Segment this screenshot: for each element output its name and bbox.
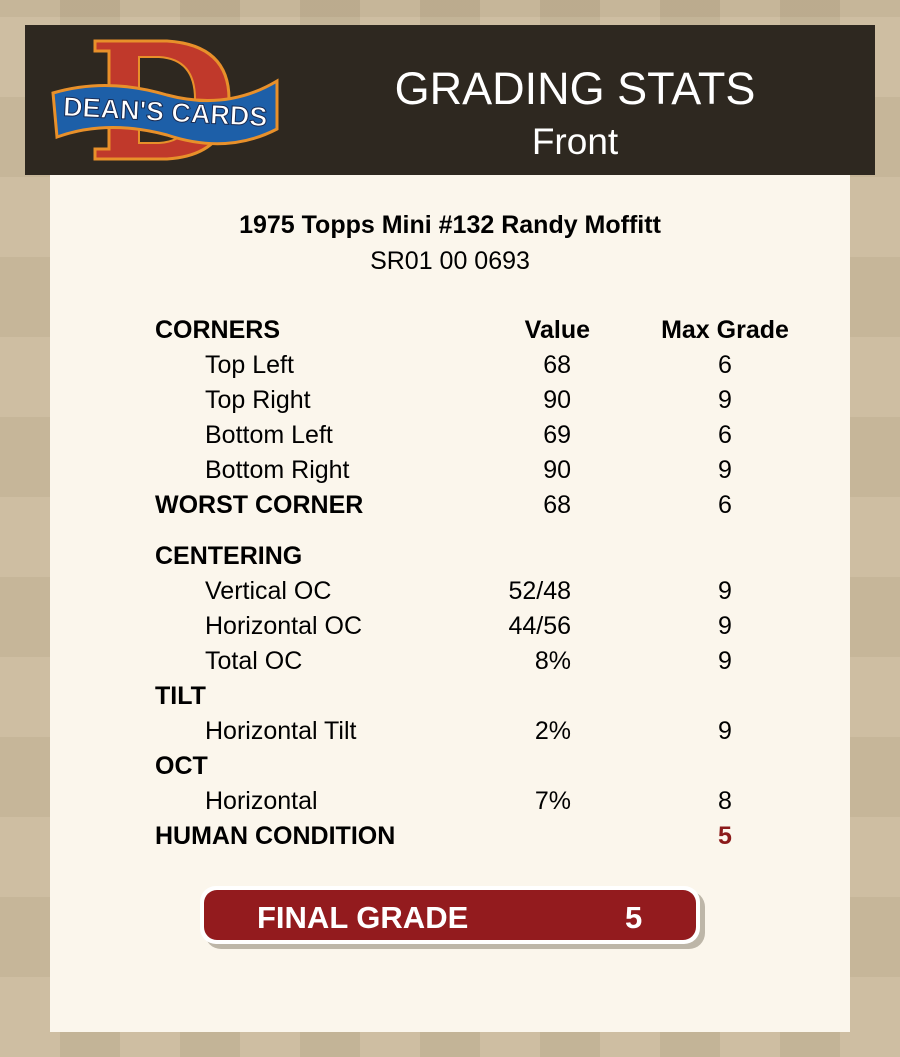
stats-panel: 1975 Topps Mini #132 Randy Moffitt SR01 … <box>50 175 850 1032</box>
stat-value: 68 <box>543 491 571 519</box>
stats-table: CORNERS Value Max Grade Top Left 68 6 Top Righ… <box>50 313 850 854</box>
stat-label: Top Left <box>205 351 294 379</box>
stat-max-grade: 9 <box>718 577 732 605</box>
stat-row: Horizontal OC 44/56 9 <box>50 609 850 644</box>
stat-label: Bottom Right <box>205 456 350 484</box>
stat-label: Top Right <box>205 386 311 414</box>
stat-max-grade: 9 <box>718 386 732 414</box>
stat-label: Horizontal OC <box>205 612 362 640</box>
card-serial: SR01 00 0693 <box>370 247 530 275</box>
stat-max-grade: 9 <box>718 717 732 745</box>
stat-value: 90 <box>543 456 571 484</box>
stat-row: Bottom Left 69 6 <box>50 418 850 453</box>
stat-row: OCT <box>50 749 850 784</box>
stat-label: Vertical OC <box>205 577 332 605</box>
stat-label: HUMAN CONDITION <box>155 822 396 850</box>
stat-label: CORNERS <box>155 316 281 344</box>
stat-value: 52/48 <box>508 577 571 605</box>
card-name: 1975 Topps Mini #132 Randy Moffitt <box>239 211 661 239</box>
stat-value: 8% <box>534 647 571 675</box>
stat-label: Bottom Left <box>205 421 333 449</box>
stat-row: HUMAN CONDITION 5 <box>50 819 850 854</box>
stat-row: Total OC 8% 9 <box>50 644 850 679</box>
stat-max-grade: 5 <box>718 822 732 850</box>
stat-max-grade: 6 <box>718 421 732 449</box>
page-title: GRADING STATS <box>394 63 756 114</box>
stat-row: CENTERING <box>50 539 850 574</box>
stat-max-grade: 9 <box>718 456 732 484</box>
stat-value: 44/56 <box>508 612 571 640</box>
stat-label: Horizontal <box>205 787 318 815</box>
stat-row: TILT <box>50 679 850 714</box>
stat-max-grade: 9 <box>718 612 732 640</box>
stat-row: Top Left 68 6 <box>50 348 850 383</box>
stat-row: CORNERS Value Max Grade <box>50 313 850 348</box>
stat-label: WORST CORNER <box>155 491 364 519</box>
stat-row: Top Right 90 9 <box>50 383 850 418</box>
page-subtitle: Front <box>531 121 619 162</box>
header: DEAN'S CARDS GRADING STATS Front <box>25 25 875 175</box>
stat-label: Horizontal Tilt <box>205 717 357 745</box>
stat-row: Horizontal Tilt 2% 9 <box>50 714 850 749</box>
stat-value: 68 <box>543 351 571 379</box>
column-header-value: Value <box>524 316 590 344</box>
stat-row: Horizontal 7% 8 <box>50 784 850 819</box>
stat-max-grade: 9 <box>718 647 732 675</box>
final-grade-bar: FINAL GRADE 5 <box>204 890 696 940</box>
stat-max-grade: 6 <box>718 351 732 379</box>
stat-label: Total OC <box>205 647 303 675</box>
stat-value: 69 <box>543 421 571 449</box>
stat-row: Vertical OC 52/48 9 <box>50 574 850 609</box>
deans-cards-logo: DEAN'S CARDS <box>51 39 279 161</box>
stat-row: Bottom Right 90 9 <box>50 453 850 488</box>
column-header-max-grade: Max Grade <box>661 316 789 344</box>
final-grade-box: FINAL GRADE 5 <box>200 886 700 944</box>
stat-label: CENTERING <box>155 542 303 570</box>
stat-label: OCT <box>155 752 208 780</box>
stat-max-grade: 8 <box>718 787 732 815</box>
final-grade-label: FINAL GRADE <box>257 900 469 935</box>
final-grade-value: 5 <box>625 900 643 935</box>
stat-max-grade: 6 <box>718 491 732 519</box>
stat-label: TILT <box>155 682 206 710</box>
stat-value: 2% <box>534 717 571 745</box>
stat-value: 7% <box>534 787 571 815</box>
stat-row: WORST CORNER 68 6 <box>50 488 850 523</box>
stat-value: 90 <box>543 386 571 414</box>
